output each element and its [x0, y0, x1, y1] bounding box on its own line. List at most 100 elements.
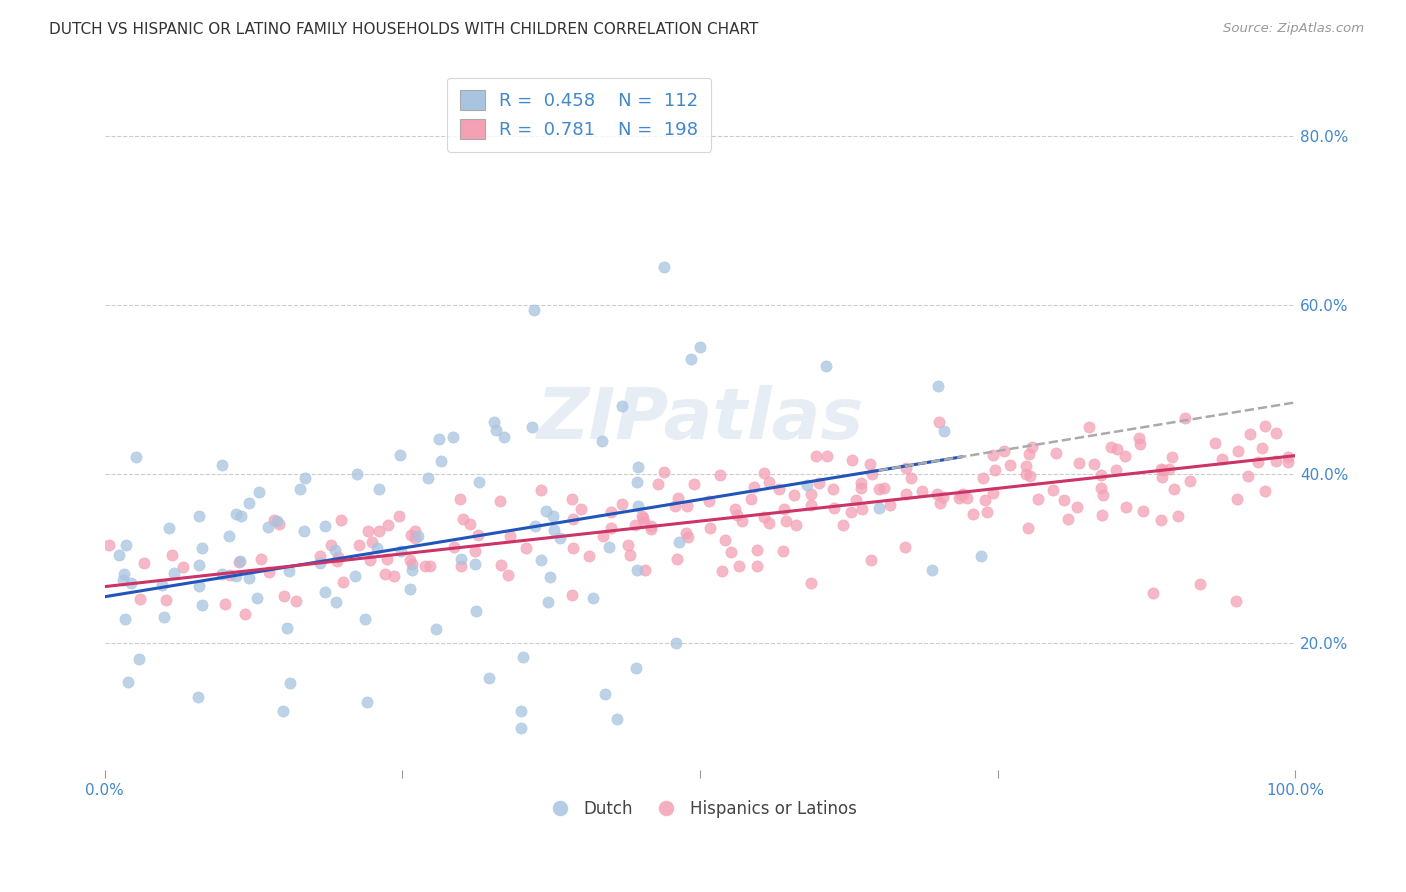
Point — [117, 675, 139, 690]
Point — [697, 493, 720, 508]
Point — [640, 522, 662, 536]
Point — [1132, 504, 1154, 518]
Point — [266, 514, 288, 528]
Point — [1142, 585, 1164, 599]
Point — [724, 502, 747, 516]
Point — [211, 458, 233, 472]
Point — [228, 554, 250, 568]
Point — [112, 567, 135, 582]
Point — [449, 491, 471, 506]
Point — [1161, 450, 1184, 464]
Point — [1157, 462, 1180, 476]
Point — [399, 552, 422, 566]
Point — [758, 516, 780, 530]
Point — [831, 517, 853, 532]
Point — [665, 636, 688, 650]
Point — [534, 504, 557, 518]
Point — [155, 593, 177, 607]
Point — [815, 359, 838, 373]
Point — [125, 450, 148, 465]
Point — [427, 432, 450, 446]
Point — [668, 534, 690, 549]
Point — [1090, 468, 1112, 483]
Point — [464, 544, 486, 558]
Point — [515, 541, 537, 555]
Point — [582, 591, 605, 606]
Point — [276, 621, 298, 635]
Point — [329, 513, 352, 527]
Point — [150, 578, 173, 592]
Point — [1026, 492, 1049, 507]
Point — [308, 549, 330, 564]
Point — [1019, 468, 1042, 483]
Point — [873, 482, 896, 496]
Point — [1237, 469, 1260, 483]
Point — [530, 483, 553, 497]
Point — [962, 507, 984, 521]
Point — [187, 690, 209, 705]
Point — [257, 520, 280, 534]
Point — [1227, 443, 1250, 458]
Point — [860, 467, 883, 481]
Point — [1150, 462, 1173, 476]
Point — [1254, 483, 1277, 498]
Point — [188, 579, 211, 593]
Point — [382, 569, 405, 583]
Point — [97, 538, 120, 552]
Point — [1152, 470, 1174, 484]
Point — [450, 559, 472, 574]
Point — [981, 485, 1004, 500]
Point — [1067, 456, 1090, 470]
Point — [359, 553, 381, 567]
Point — [467, 528, 489, 542]
Point — [425, 623, 447, 637]
Point — [1265, 454, 1288, 468]
Point — [524, 519, 547, 533]
Point — [346, 467, 368, 481]
Point — [225, 568, 247, 582]
Point — [1277, 455, 1299, 469]
Point — [800, 498, 823, 512]
Point — [482, 415, 505, 429]
Point — [238, 495, 260, 509]
Point — [627, 499, 650, 513]
Point — [1053, 493, 1076, 508]
Point — [309, 556, 332, 570]
Text: ZIPatlas: ZIPatlas — [536, 384, 863, 454]
Point — [851, 475, 873, 490]
Point — [1045, 446, 1067, 460]
Point — [1105, 442, 1128, 456]
Point — [214, 597, 236, 611]
Point — [1115, 500, 1137, 514]
Point — [561, 588, 583, 602]
Point — [1277, 450, 1299, 464]
Point — [543, 509, 565, 524]
Point — [932, 424, 955, 438]
Point — [728, 559, 751, 574]
Point — [356, 695, 378, 709]
Point — [815, 449, 838, 463]
Point — [389, 448, 412, 462]
Point — [610, 399, 633, 413]
Point — [128, 591, 150, 606]
Point — [157, 521, 180, 535]
Point — [366, 541, 388, 555]
Point — [494, 430, 516, 444]
Point — [498, 528, 520, 542]
Point — [160, 549, 183, 563]
Point — [294, 471, 316, 485]
Point — [709, 467, 731, 482]
Point — [1014, 467, 1036, 481]
Point — [1178, 474, 1201, 488]
Point — [578, 549, 600, 564]
Point — [652, 465, 675, 479]
Point — [247, 485, 270, 500]
Point — [800, 487, 823, 501]
Point — [321, 538, 343, 552]
Point — [112, 573, 135, 587]
Point — [328, 549, 350, 564]
Point — [1021, 440, 1043, 454]
Point — [1078, 419, 1101, 434]
Point — [430, 454, 453, 468]
Point — [468, 475, 491, 489]
